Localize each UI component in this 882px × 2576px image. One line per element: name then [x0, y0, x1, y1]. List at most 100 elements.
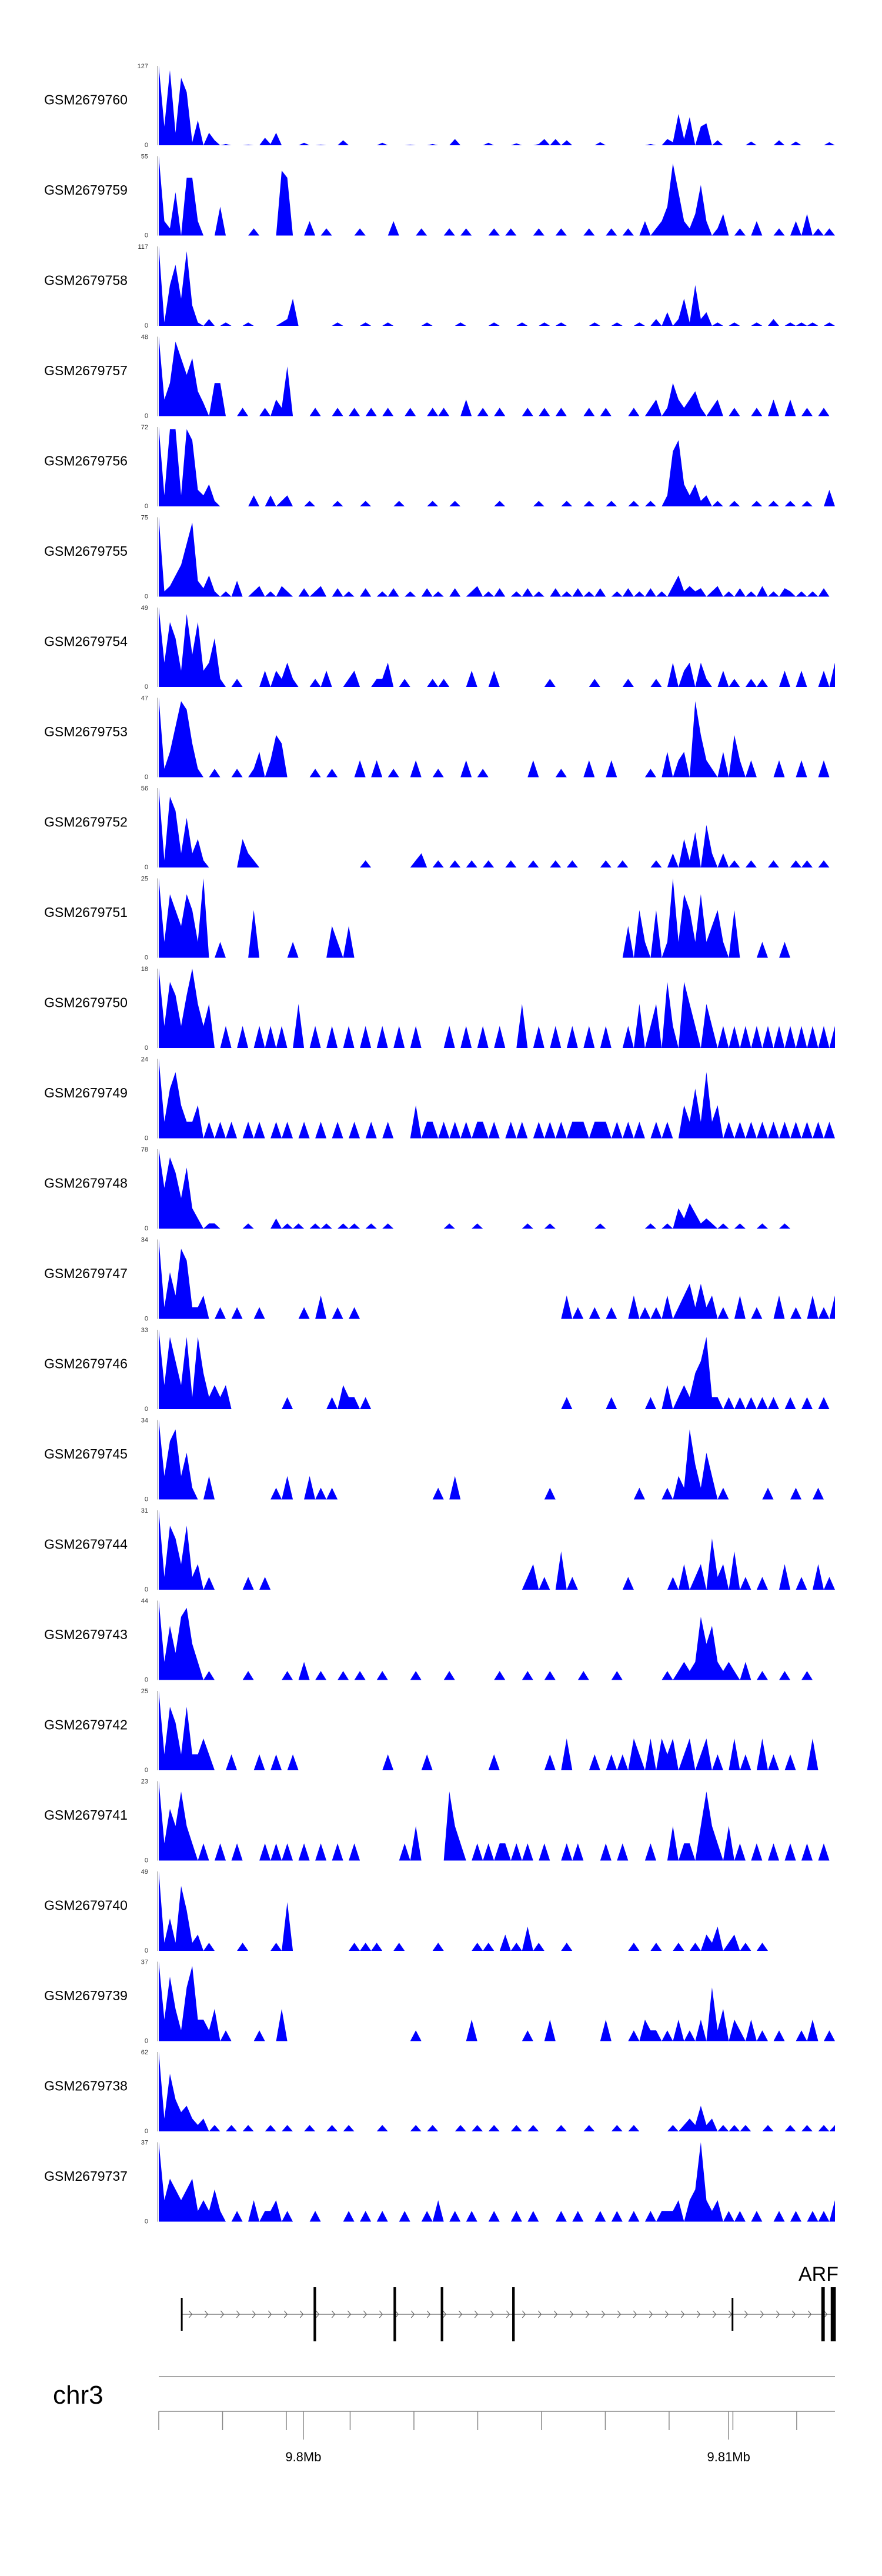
track-GSM2679749: 24 0 GSM2679749 — [44, 1056, 835, 1142]
strand-chevron — [474, 2310, 479, 2318]
genome-axis-track: chr3 9.8Mb 9.81Mb — [53, 2376, 835, 2464]
track-sample-label: GSM2679754 — [44, 634, 128, 649]
track-sample-label: GSM2679757 — [44, 363, 128, 378]
strand-chevron — [299, 2310, 304, 2318]
strand-chevron — [490, 2310, 495, 2318]
strand-chevron — [347, 2310, 352, 2318]
track-GSM2679752: 56 0 GSM2679752 — [44, 785, 835, 871]
track-GSM2679742: 25 0 GSM2679742 — [44, 1688, 835, 1774]
track-max-label: 18 — [141, 966, 148, 973]
track-max-label: 25 — [141, 876, 148, 883]
track-sample-label: GSM2679751 — [44, 905, 128, 920]
track-zero-label: 0 — [145, 864, 148, 871]
track-signal-area — [159, 1239, 835, 1319]
strand-chevron — [649, 2310, 653, 2318]
track-sample-label: GSM2679743 — [44, 1627, 128, 1642]
track-max-label: 25 — [141, 1688, 148, 1695]
track-signal-area — [159, 1600, 835, 1680]
track-GSM2679737: 37 0 GSM2679737 — [44, 2140, 835, 2225]
track-sample-label: GSM2679758 — [44, 273, 128, 288]
strand-chevron — [744, 2310, 749, 2318]
strand-chevron — [363, 2310, 368, 2318]
strand-chevron — [823, 2310, 828, 2318]
track-max-label: 34 — [141, 1237, 148, 1244]
track-GSM2679746: 33 0 GSM2679746 — [44, 1327, 835, 1413]
strand-chevron — [807, 2310, 812, 2318]
track-zero-label: 0 — [145, 955, 148, 962]
track-max-label: 62 — [141, 2049, 148, 2056]
strand-chevron — [379, 2310, 383, 2318]
track-sample-label: GSM2679739 — [44, 1988, 128, 2003]
gene-exon — [440, 2287, 443, 2341]
track-max-label: 44 — [141, 1598, 148, 1605]
track-signal-area — [159, 336, 835, 416]
track-GSM2679745: 34 0 GSM2679745 — [44, 1417, 835, 1503]
track-max-label: 55 — [141, 154, 148, 161]
track-signal-area — [159, 2052, 835, 2131]
track-GSM2679738: 62 0 GSM2679738 — [44, 2049, 835, 2135]
track-sample-label: GSM2679745 — [44, 1446, 128, 1461]
track-sample-label: GSM2679742 — [44, 1717, 128, 1733]
chromosome-label: chr3 — [53, 2381, 103, 2410]
track-GSM2679755: 75 0 GSM2679755 — [44, 515, 835, 600]
track-signal-area — [159, 1961, 835, 2041]
track-signal-area — [159, 608, 835, 687]
track-GSM2679740: 49 0 GSM2679740 — [44, 1868, 835, 1954]
strand-chevron — [204, 2310, 209, 2318]
strand-chevron — [506, 2310, 510, 2318]
track-GSM2679739: 37 0 GSM2679739 — [44, 1959, 835, 2045]
track-signal-area — [159, 969, 835, 1048]
strand-chevron — [458, 2310, 463, 2318]
strand-chevron — [252, 2310, 256, 2318]
track-zero-label: 0 — [145, 1135, 148, 1142]
strand-chevron — [680, 2310, 685, 2318]
track-signal-area — [159, 427, 835, 506]
track-zero-label: 0 — [145, 2038, 148, 2045]
track-GSM2679754: 49 0 GSM2679754 — [44, 605, 835, 690]
track-GSM2679741: 23 0 GSM2679741 — [44, 1778, 835, 1864]
track-zero-label: 0 — [145, 1947, 148, 1954]
gene-exon — [313, 2287, 316, 2341]
strand-chevron — [712, 2310, 717, 2318]
track-GSM2679748: 78 0 GSM2679748 — [44, 1146, 835, 1232]
track-max-label: 24 — [141, 1056, 148, 1063]
track-zero-label: 0 — [145, 1225, 148, 1232]
track-zero-label: 0 — [145, 1406, 148, 1413]
strand-chevron — [553, 2310, 558, 2318]
track-signal-area — [159, 246, 835, 326]
track-sample-label: GSM2679740 — [44, 1898, 128, 1913]
track-GSM2679751: 25 0 GSM2679751 — [44, 876, 835, 962]
axis-tick-label: 9.8Mb — [285, 2450, 321, 2464]
strand-chevron — [776, 2310, 780, 2318]
strand-chevron — [410, 2310, 415, 2318]
track-max-label: 37 — [141, 2140, 148, 2147]
track-max-label: 34 — [141, 1417, 148, 1424]
track-zero-label: 0 — [145, 1496, 148, 1503]
track-sample-label: GSM2679749 — [44, 1085, 128, 1100]
track-max-label: 31 — [141, 1507, 148, 1514]
strand-chevron — [395, 2310, 399, 2318]
track-max-label: 48 — [141, 334, 148, 341]
track-zero-label: 0 — [145, 1586, 148, 1593]
track-sample-label: GSM2679744 — [44, 1537, 128, 1552]
track-signal-area — [159, 1330, 835, 1409]
strand-chevron — [522, 2310, 526, 2318]
track-sample-label: GSM2679737 — [44, 2168, 128, 2184]
track-signal-area — [159, 878, 835, 958]
track-GSM2679756: 72 0 GSM2679756 — [44, 424, 835, 510]
track-GSM2679759: 55 0 GSM2679759 — [44, 154, 835, 239]
track-sample-label: GSM2679756 — [44, 453, 128, 469]
track-zero-label: 0 — [145, 2218, 148, 2225]
track-GSM2679747: 34 0 GSM2679747 — [44, 1237, 835, 1323]
gene-exon — [393, 2287, 396, 2341]
strand-chevron — [696, 2310, 701, 2318]
gene-exon — [821, 2287, 825, 2341]
track-GSM2679753: 47 0 GSM2679753 — [44, 695, 835, 781]
gene-exon — [181, 2298, 183, 2331]
track-signal-area — [159, 156, 835, 236]
track-GSM2679757: 48 0 GSM2679757 — [44, 334, 835, 420]
strand-chevron — [569, 2310, 574, 2318]
strand-chevron — [188, 2310, 193, 2318]
strand-chevron — [426, 2310, 431, 2318]
strand-chevron — [315, 2310, 320, 2318]
